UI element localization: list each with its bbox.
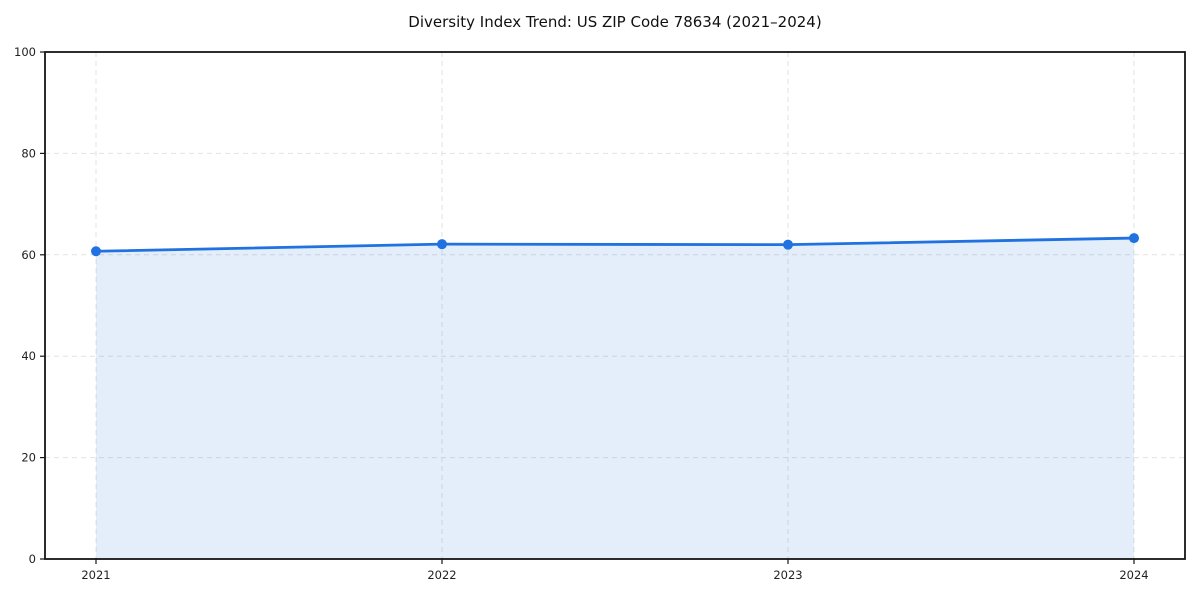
x-tick-label: 2024 (1119, 568, 1148, 582)
data-point-2023 (783, 239, 793, 250)
data-point-2022 (437, 239, 447, 250)
y-tick-label: 100 (14, 45, 36, 59)
data-point-2021 (91, 246, 101, 257)
y-tick-label: 80 (21, 146, 36, 160)
y-tick-label: 60 (21, 248, 36, 262)
y-tick-label: 20 (21, 451, 36, 465)
y-tick-label: 0 (29, 552, 36, 566)
x-tick-label: 2021 (81, 568, 110, 582)
chart-title: Diversity Index Trend: US ZIP Code 78634… (408, 13, 822, 31)
y-tick-label: 40 (21, 349, 36, 363)
trend-line (94, 236, 1136, 253)
x-tick-label: 2023 (773, 568, 802, 582)
area-fill (96, 238, 1134, 559)
data-point-2024 (1129, 233, 1139, 244)
plot-border (44, 51, 1186, 560)
x-tick-label: 2022 (427, 568, 456, 582)
